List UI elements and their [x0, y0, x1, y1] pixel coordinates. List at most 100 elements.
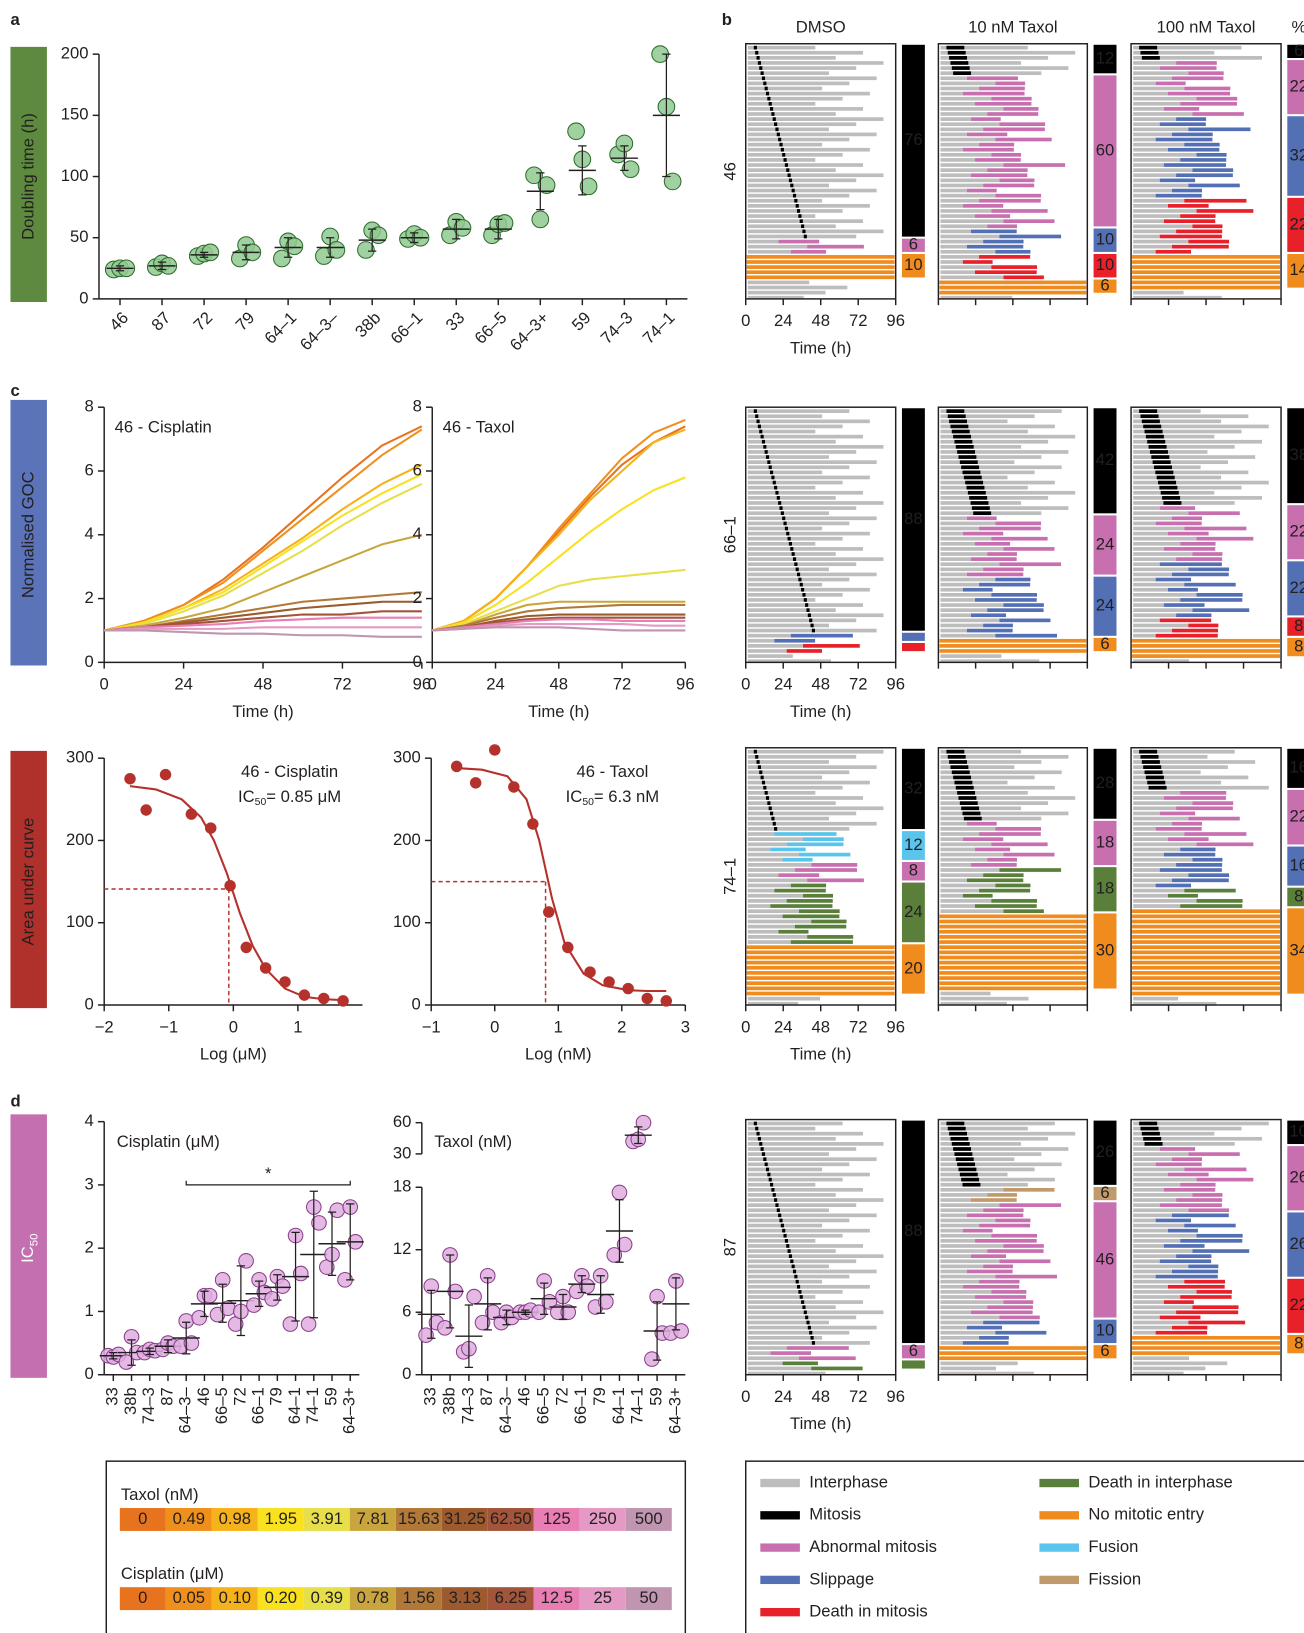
y-tick-label: 8 [85, 397, 94, 416]
lane-fate [966, 188, 997, 193]
lane [1133, 1142, 1235, 1146]
x-tick-label: 0 [741, 675, 750, 694]
lane [747, 909, 799, 914]
x-tick-label: 74–3 [139, 1387, 158, 1424]
lane [940, 873, 984, 878]
scale-cell [395, 1508, 442, 1531]
fate-percent-bar [1093, 1120, 1117, 1185]
lane [940, 173, 971, 178]
lane [1133, 572, 1173, 577]
y-tick-label: 0 [85, 652, 94, 671]
growth-curve [431, 419, 686, 632]
legend-swatch [760, 1575, 800, 1585]
lane [1133, 290, 1184, 295]
growth-curve [103, 473, 423, 632]
y-tick-label: 3 [85, 1174, 94, 1193]
lane [940, 791, 1028, 795]
lane-mitosis [782, 1228, 786, 1233]
lane [1132, 654, 1280, 658]
lane [940, 796, 1076, 800]
lane-fate [962, 91, 1025, 96]
lane-fate [991, 1233, 1037, 1238]
scale-cell-label: 12.5 [541, 1588, 573, 1607]
lane-fate [786, 899, 833, 903]
lane [747, 244, 808, 249]
lane-mitosis [760, 71, 764, 76]
lane-mitosis [946, 749, 965, 754]
lane [1133, 1167, 1185, 1172]
lane [746, 950, 895, 955]
lane [940, 295, 1013, 300]
lane [747, 496, 836, 500]
fit-curve [129, 785, 344, 1002]
lane-fate [966, 1325, 1002, 1330]
lane-fate [1167, 204, 1209, 208]
lane-fate [1003, 547, 1055, 551]
lane-fate [1196, 209, 1254, 213]
fate-percent-bar [1287, 505, 1304, 560]
lane [747, 1264, 829, 1269]
lane [940, 996, 1029, 1001]
lane-fate [1172, 628, 1219, 633]
lane-mitosis [761, 76, 766, 81]
lane-fate [987, 168, 1028, 172]
data-point [531, 210, 550, 229]
x-tick-label: 24 [774, 1387, 793, 1406]
lane [747, 445, 884, 449]
lane-fate [1196, 96, 1238, 101]
growth-curve [104, 533, 423, 632]
lane [939, 971, 1087, 975]
lane [747, 888, 775, 893]
x-tick-label: 46 [194, 1387, 213, 1406]
lane [746, 265, 895, 269]
lane [747, 490, 864, 495]
lane [747, 209, 843, 213]
ic50-annotation: IC50= 0.85 μM [238, 787, 341, 808]
lane [747, 796, 864, 800]
lane [1133, 1187, 1164, 1192]
lane-fate [1184, 1279, 1225, 1284]
lane [1133, 806, 1177, 811]
lane [747, 1351, 771, 1355]
lane-mitosis [973, 511, 992, 516]
lane-mitosis [961, 465, 980, 470]
lane [747, 593, 843, 597]
lane [1133, 531, 1168, 536]
lane-fate [1188, 511, 1240, 516]
lane [747, 1305, 836, 1310]
lane [1133, 541, 1181, 546]
scale-cell-label: 0.05 [173, 1588, 205, 1607]
lane-mitosis [774, 1198, 778, 1202]
lane-mitosis [966, 485, 985, 490]
lane [940, 526, 980, 531]
lane-mitosis [763, 445, 767, 449]
lane-mitosis [805, 603, 809, 607]
data-point [606, 1247, 623, 1263]
lane [940, 470, 1035, 475]
lane [940, 265, 992, 269]
fate-percent-bar [1287, 561, 1304, 616]
lane [747, 1249, 836, 1253]
scale-cell-label: 0.10 [219, 1588, 251, 1607]
lane-mitosis [757, 424, 761, 429]
lane-mitosis [774, 122, 778, 127]
lane [747, 582, 823, 587]
lane [1133, 633, 1156, 638]
lane [1133, 1305, 1193, 1310]
lane-mitosis [778, 501, 782, 505]
scale-cell-label: 6.25 [495, 1588, 527, 1607]
x-label: Time (h) [790, 1414, 851, 1433]
lane [747, 249, 791, 254]
fate-percent-bar [1287, 1278, 1304, 1333]
fate-percent-bar [1287, 44, 1304, 59]
lane-fate [966, 76, 1018, 81]
fate-percent-label: 22 [1289, 77, 1304, 96]
lane [1133, 1121, 1269, 1126]
lane [940, 1244, 1004, 1248]
lane-fate [1192, 1249, 1250, 1253]
lane-fate [794, 924, 847, 929]
lane-mitosis [951, 770, 970, 775]
data-point [224, 879, 236, 892]
lane-fate [991, 536, 1048, 541]
x-tick-label: 48 [254, 675, 273, 694]
